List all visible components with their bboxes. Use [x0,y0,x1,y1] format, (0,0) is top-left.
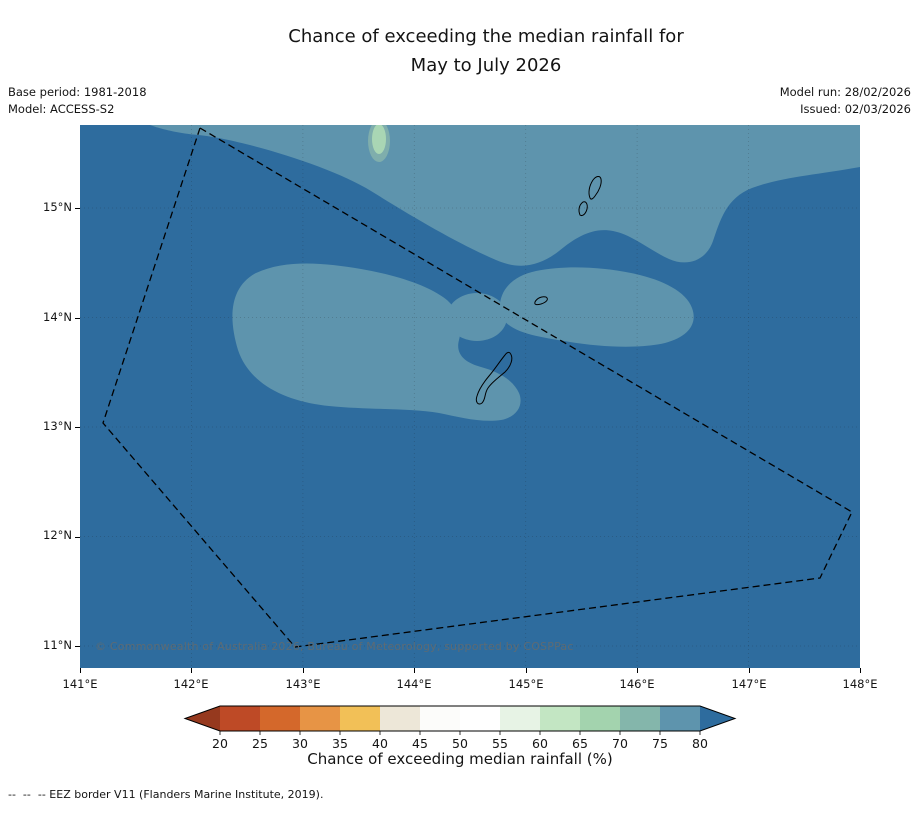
svg-text:65: 65 [572,736,588,751]
y-axis-label-12n: 12°N [43,528,72,542]
gridlines [80,125,860,668]
y-axis-tick [75,537,80,538]
rota-island-outline [534,296,548,306]
x-axis-label-143e: 143°E [285,677,321,691]
y-axis-label-13n: 13°N [43,419,72,433]
title-line2: May to July 2026 [410,55,562,76]
svg-text:40: 40 [372,736,388,751]
probability-blob-east [499,267,694,347]
eez-footnote: -- -- -- EEZ border V11 (Flanders Marine… [8,788,324,801]
meta-right: Model run: 28/02/2026 Issued: 02/03/2026 [780,84,911,118]
map-svg [80,125,860,668]
colorbar-caption: Chance of exceeding median rainfall (%) [307,750,613,768]
x-axis-tick [749,668,750,673]
svg-text:25: 25 [252,736,268,751]
y-axis-tick [75,208,80,209]
meta-left: Base period: 1981-2018 Model: ACCESS-S2 [8,84,147,118]
x-axis-tick [526,668,527,673]
svg-text:50: 50 [452,736,468,751]
svg-text:20: 20 [212,736,228,751]
x-axis-label-146e: 146°E [619,677,655,691]
svg-text:80: 80 [692,736,708,751]
colorbar-svg: 20 25 30 35 40 45 50 55 60 65 70 75 80 [183,705,737,751]
x-axis-tick [191,668,192,673]
svg-text:75: 75 [652,736,668,751]
base-period-label: Base period: 1981-2018 [8,85,147,99]
x-axis-label-148e: 148°E [842,677,878,691]
x-axis-label-145e: 145°E [508,677,544,691]
svg-text:60: 60 [532,736,548,751]
guam-island-outline [475,351,513,405]
x-axis-label-141e: 141°E [62,677,98,691]
y-axis-tick [75,646,80,647]
model-label: Model: ACCESS-S2 [8,102,115,116]
y-axis-label-15n: 15°N [43,200,72,214]
x-axis-tick [303,668,304,673]
eez-border-line [102,127,853,648]
svg-text:30: 30 [292,736,308,751]
probability-blob-central [232,263,521,421]
x-axis-tick [860,668,861,673]
svg-text:70: 70 [612,736,628,751]
map-copyright: © Commonwealth of Australia 2026, Bureau… [95,640,574,653]
x-axis-tick [80,668,81,673]
model-run-label: Model run: 28/02/2026 [779,85,911,99]
y-axis-label-14n: 14°N [43,310,72,324]
tinian-island-outline [578,201,588,216]
y-axis-tick [75,427,80,428]
y-axis-tick [75,318,80,319]
issued-label: Issued: 02/03/2026 [800,102,911,116]
svg-text:45: 45 [412,736,428,751]
saipan-island-outline [588,176,602,200]
green-patch-inner [372,125,386,154]
x-axis-tick [637,668,638,673]
map-canvas: © Commonwealth of Australia 2026, Bureau… [80,125,860,668]
x-axis-label-142e: 142°E [173,677,209,691]
x-axis-label-147e: 147°E [731,677,767,691]
svg-text:55: 55 [492,736,508,751]
title-line1: Chance of exceeding the median rainfall … [288,26,684,47]
probability-band-75-80 [150,125,860,266]
page-title: Chance of exceeding the median rainfall … [53,22,919,80]
svg-text:35: 35 [332,736,348,751]
y-axis-label-11n: 11°N [43,638,72,652]
x-axis-label-144e: 144°E [396,677,432,691]
probability-bridge [447,293,507,341]
x-axis-tick [414,668,415,673]
